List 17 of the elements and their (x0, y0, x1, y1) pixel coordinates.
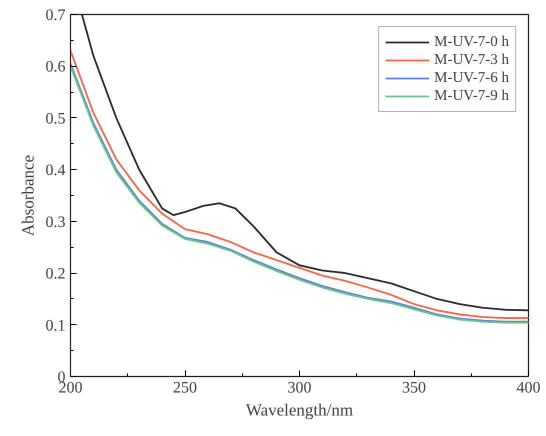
x-tick-label: 350 (402, 380, 426, 396)
y-tick-label: 0.2 (46, 266, 66, 283)
legend-label: M-UV-7-6 h (434, 69, 509, 87)
x-tick-label: 400 (516, 380, 540, 396)
y-tick-label: 0.5 (46, 110, 66, 128)
x-axis-title: Wavelength/nm (246, 400, 354, 420)
legend-label: M-UV-7-0 h (434, 33, 509, 51)
x-tick-label: 300 (288, 380, 312, 396)
y-axis-title: Absorbance (18, 154, 38, 236)
legend-label: M-UV-7-3 h (434, 51, 509, 69)
legend-label: M-UV-7-9 h (434, 87, 509, 105)
y-tick-label: 0.4 (46, 162, 66, 180)
y-tick-label: 0.7 (46, 7, 66, 24)
y-tick-label: 0.6 (46, 58, 66, 76)
y-tick-label: 0.1 (46, 317, 66, 334)
y-tick-label: 0.3 (46, 214, 66, 231)
x-tick-label: 250 (173, 380, 197, 396)
